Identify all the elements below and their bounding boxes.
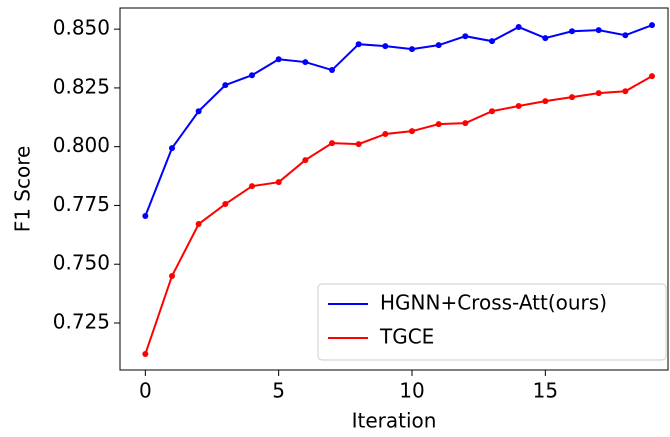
data-point <box>409 128 415 135</box>
data-point <box>595 27 602 34</box>
legend: HGNN+Cross-Att(ours) TGCE <box>317 283 667 361</box>
x-tick-label: 10 <box>399 379 424 403</box>
y-tick-label: 0.750 <box>53 251 110 275</box>
data-point <box>595 90 602 97</box>
data-point <box>622 88 629 95</box>
data-point <box>329 140 335 147</box>
data-point <box>462 33 469 40</box>
data-point <box>169 272 175 279</box>
x-tick-label: 5 <box>272 379 285 403</box>
data-point <box>649 73 655 80</box>
data-point <box>382 130 389 137</box>
x-tick-label: 15 <box>533 379 558 403</box>
data-point <box>195 221 202 228</box>
data-point <box>489 108 495 115</box>
series-line <box>144 24 653 217</box>
data-point <box>542 98 549 105</box>
data-point <box>542 35 549 42</box>
data-point <box>649 22 655 29</box>
y-tick-label: 0.850 <box>53 16 110 40</box>
y-tick-label: 0.800 <box>53 133 110 157</box>
legend-label: TGCE <box>379 325 434 349</box>
x-axis-label: Iteration <box>352 409 437 433</box>
data-point <box>275 179 282 186</box>
y-tick-label: 0.725 <box>53 309 110 333</box>
data-point <box>142 213 149 220</box>
data-point <box>169 145 175 152</box>
data-point <box>329 67 335 74</box>
data-point <box>382 43 389 50</box>
series-line <box>144 75 653 355</box>
y-tick-label: 0.775 <box>53 192 110 216</box>
data-point <box>569 28 575 35</box>
x-tick-label: 0 <box>139 379 152 403</box>
data-point <box>515 103 522 110</box>
data-point <box>302 59 309 66</box>
data-point <box>489 38 495 45</box>
data-point <box>275 56 282 63</box>
plot-frame <box>119 7 669 371</box>
data-point <box>569 94 575 101</box>
data-point <box>302 157 309 164</box>
data-point <box>409 46 415 53</box>
data-point <box>355 41 362 48</box>
y-axis-label: F1 Score <box>11 146 35 233</box>
legend-label: HGNN+Cross-Att(ours) <box>380 291 607 315</box>
data-point <box>249 72 255 79</box>
data-point <box>222 201 229 208</box>
data-point <box>142 351 149 358</box>
y-tick-label: 0.825 <box>53 74 110 98</box>
data-point <box>355 141 362 148</box>
data-point <box>435 121 442 128</box>
legend-box <box>317 283 667 361</box>
data-point <box>195 108 202 115</box>
data-point <box>622 32 629 39</box>
data-point <box>435 42 442 49</box>
data-point <box>249 183 255 190</box>
data-point <box>222 82 229 89</box>
data-point <box>515 24 522 31</box>
data-point <box>462 120 469 127</box>
